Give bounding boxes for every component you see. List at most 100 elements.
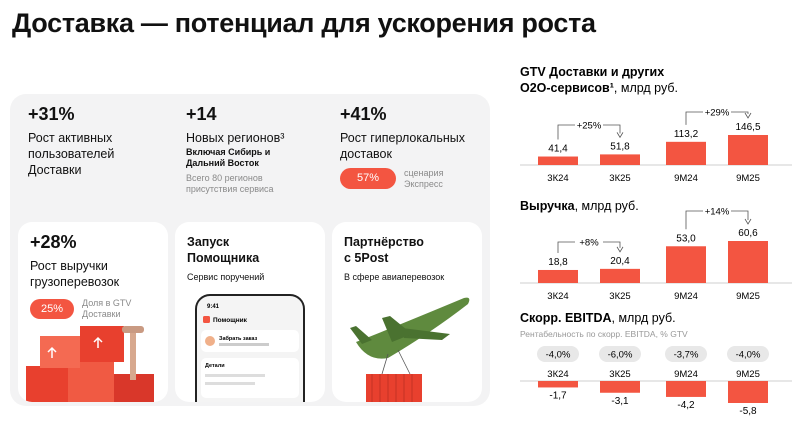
badge-note: сценария bbox=[404, 168, 444, 178]
bar bbox=[538, 381, 578, 388]
value-label: 41,4 bbox=[548, 144, 568, 155]
growth-label: +14% bbox=[705, 207, 730, 218]
category-label: 9М25 bbox=[736, 369, 760, 380]
growth-label: +29% bbox=[705, 108, 730, 119]
chart-title: O2O-сервисов¹, млрд руб. bbox=[520, 81, 678, 95]
plane-illustration bbox=[350, 297, 470, 402]
bar bbox=[728, 381, 768, 403]
stat-value: +31% bbox=[28, 104, 75, 124]
card: Партнёрство с 5Post В сфере авиаперевозо… bbox=[332, 222, 482, 402]
card: +28% Рост выручки грузоперевозок 25% Дол… bbox=[18, 222, 168, 402]
value-label: 60,6 bbox=[738, 228, 758, 239]
card-text: В сфере авиаперевозок bbox=[344, 272, 445, 282]
phone-section: Детали bbox=[205, 363, 225, 369]
margin-label: -4,0% bbox=[546, 350, 571, 361]
badge-note: Доля в GTV bbox=[82, 298, 132, 308]
growth-arrow bbox=[616, 132, 624, 139]
category-label: 3К24 bbox=[547, 173, 568, 184]
phone-app: Помощник bbox=[213, 317, 248, 324]
value-label: 20,4 bbox=[610, 256, 630, 267]
growth-label: +8% bbox=[579, 238, 599, 249]
margin-badge bbox=[727, 346, 769, 362]
phone-time: 9:41 bbox=[207, 304, 220, 310]
margin-badge bbox=[599, 346, 641, 362]
stat-text: доставок bbox=[340, 147, 392, 161]
growth-label-bg bbox=[703, 106, 731, 118]
category-label: 9М24 bbox=[674, 291, 698, 302]
bar bbox=[728, 241, 768, 283]
chart-title-text: O2O-сервисов¹ bbox=[520, 81, 614, 95]
chart-subtitle: Рентабельность по скорр. EBITDA, % GTV bbox=[520, 329, 688, 339]
category-label: 3К25 bbox=[609, 291, 630, 302]
category-label: 3К24 bbox=[547, 291, 568, 302]
card-value: +28% bbox=[30, 232, 77, 252]
chart-title: Выручка, млрд руб. bbox=[520, 199, 639, 213]
chart-title: GTV Доставки и других bbox=[520, 65, 664, 79]
badge-note: Экспресс bbox=[404, 179, 443, 189]
growth-label: +25% bbox=[577, 121, 602, 132]
margin-label: -6,0% bbox=[608, 350, 633, 361]
growth-label-bg bbox=[575, 119, 603, 131]
value-label: -4,2 bbox=[677, 400, 695, 411]
category-label: 3К25 bbox=[609, 369, 630, 380]
phone-mockup: 9:41 Помощник Забрать заказ Детали bbox=[195, 294, 305, 402]
bar bbox=[600, 268, 640, 283]
stat-text: пользователей bbox=[28, 147, 115, 161]
stat-badge: 57% bbox=[340, 168, 396, 189]
stat-text: Рост активных bbox=[28, 131, 113, 145]
value-label: 53,0 bbox=[676, 233, 696, 244]
card-badge: 25% bbox=[30, 299, 74, 319]
card-heading: с 5Post bbox=[344, 251, 389, 265]
chart-unit: , млрд руб. bbox=[614, 81, 678, 95]
growth-label-bg bbox=[575, 236, 603, 248]
stat-note: Дальний Восток bbox=[186, 158, 259, 168]
bar bbox=[728, 135, 768, 165]
margin-badge bbox=[665, 346, 707, 362]
phone-task: Забрать заказ bbox=[219, 335, 258, 342]
margin-badge bbox=[537, 346, 579, 362]
slide-title: Доставка — потенциал для ускорения роста bbox=[12, 8, 596, 38]
stat-text: Доставки bbox=[28, 163, 82, 177]
stat-note: Включая Сибирь и bbox=[186, 147, 271, 157]
card-text: Сервис поручений bbox=[187, 272, 265, 282]
category-label: 9М25 bbox=[736, 291, 760, 302]
bar bbox=[666, 246, 706, 283]
value-label: 51,8 bbox=[610, 141, 630, 152]
card-heading: Помощника bbox=[187, 251, 260, 265]
margin-label: -3,7% bbox=[674, 350, 699, 361]
growth-arrow bbox=[744, 112, 752, 119]
stat-text: Новых регионов³ bbox=[186, 131, 285, 145]
stat-value: +41% bbox=[340, 104, 387, 124]
badge-note: Доставки bbox=[82, 309, 121, 319]
bar bbox=[538, 269, 578, 283]
stat-text: Рост гиперлокальных bbox=[340, 131, 465, 145]
stat-footnote: Всего 80 регионов bbox=[186, 173, 263, 183]
chart-unit: , млрд руб. bbox=[612, 311, 676, 325]
chart-unit: , млрд руб. bbox=[575, 199, 639, 213]
value-label: 113,2 bbox=[674, 129, 699, 140]
stat-footnote: присутствия сервиса bbox=[186, 184, 274, 194]
growth-label-bg bbox=[703, 205, 731, 217]
category-label: 9М24 bbox=[674, 369, 698, 380]
chart-title-text: Выручка bbox=[520, 199, 576, 213]
category-label: 3К24 bbox=[547, 369, 568, 380]
category-label: 9М24 bbox=[674, 173, 698, 184]
value-label: -5,8 bbox=[739, 406, 757, 417]
growth-arrow bbox=[616, 246, 624, 253]
boxes-illustration bbox=[26, 326, 154, 402]
growth-arrow bbox=[744, 218, 752, 225]
card: Запуск Помощника Сервис поручений 9:41 П… bbox=[175, 222, 325, 402]
category-label: 3К25 bbox=[609, 173, 630, 184]
bar bbox=[666, 141, 706, 165]
bar bbox=[600, 154, 640, 165]
value-label: 18,8 bbox=[548, 257, 568, 268]
bar bbox=[600, 381, 640, 393]
card-heading: Запуск bbox=[187, 235, 230, 249]
category-label: 9М25 bbox=[736, 173, 760, 184]
chart-title-text: GTV Доставки и других bbox=[520, 65, 664, 79]
card-text: грузоперевозок bbox=[30, 275, 120, 289]
margin-label: -4,0% bbox=[736, 350, 761, 361]
chart-title: Скорр. EBITDA, млрд руб. bbox=[520, 311, 676, 325]
